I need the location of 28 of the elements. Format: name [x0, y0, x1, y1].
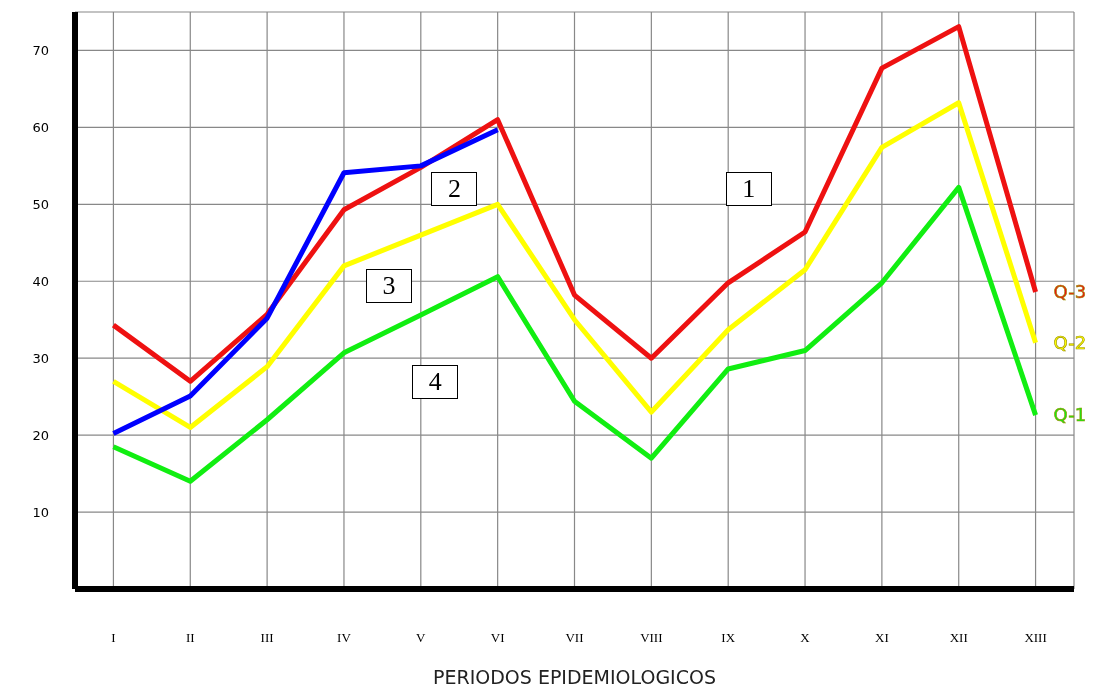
annotation: 3 [366, 268, 413, 303]
x-tick-label: XII [949, 630, 968, 646]
x-tick-label: III [260, 630, 274, 646]
y-tick-label: 10 [32, 504, 49, 520]
series-label: Q-2 [1053, 331, 1087, 353]
x-tick-label: VII [565, 630, 584, 646]
y-tick-label: 40 [32, 273, 49, 289]
series-label: Q-1 [1053, 404, 1087, 426]
x-tick-label: I [111, 630, 116, 646]
x-tick-label: VI [490, 630, 505, 646]
annotation: 1 [725, 171, 772, 206]
x-tick-label: XI [875, 630, 889, 646]
y-tick-label: 50 [32, 196, 49, 212]
annotation: 4 [412, 364, 459, 399]
x-tick-label: IV [337, 630, 352, 646]
y-tick-label: 70 [32, 43, 49, 59]
x-tick-label: VIII [640, 630, 663, 646]
x-tick-label: IX [721, 630, 736, 646]
annotation: 2 [431, 171, 478, 206]
y-tick-label: 60 [32, 120, 49, 136]
y-tick-label: 20 [32, 427, 49, 443]
x-tick-label: X [800, 630, 811, 646]
x-axis-title: PERIODOS EPIDEMIOLOGICOS [432, 666, 717, 688]
y-tick-label: 30 [32, 350, 49, 366]
x-tick-label: V [416, 630, 427, 646]
x-tick-label: XIII [1024, 630, 1047, 646]
x-tick-label: II [185, 630, 195, 646]
series-label: Q-3 [1053, 281, 1087, 303]
